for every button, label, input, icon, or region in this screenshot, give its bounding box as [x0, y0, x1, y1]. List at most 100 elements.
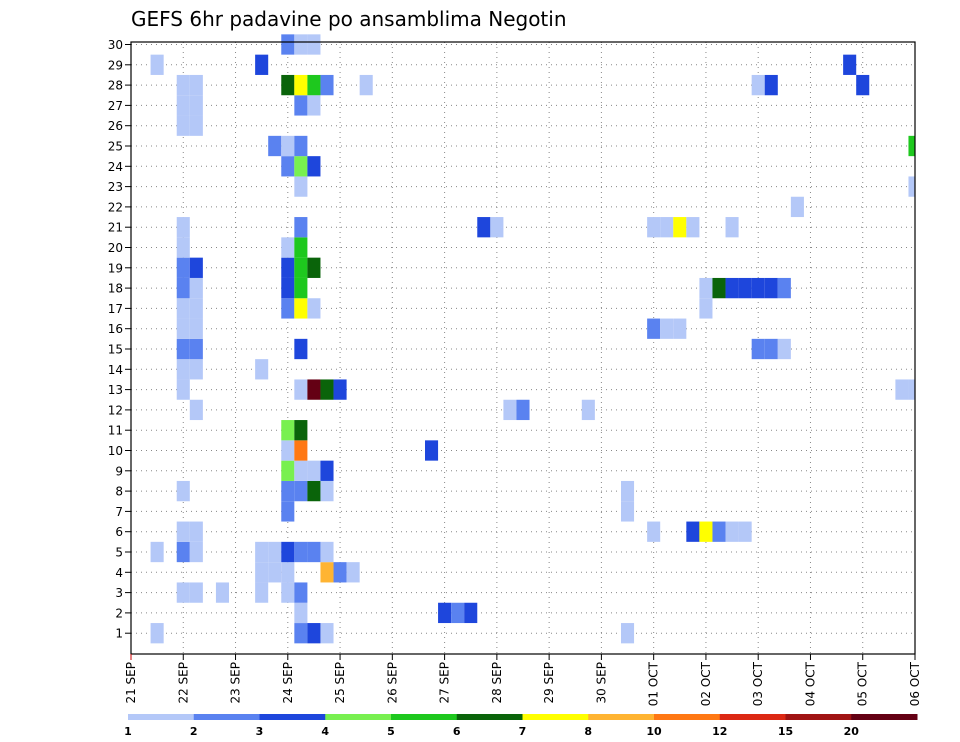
data-cell — [294, 156, 308, 177]
colorbar-swatch — [128, 714, 195, 720]
data-cell — [699, 298, 713, 319]
colorbar-swatch — [522, 714, 589, 720]
data-cell — [176, 95, 190, 116]
data-cell — [725, 217, 739, 238]
colorbar-label: 4 — [321, 725, 329, 738]
plot-frame — [130, 41, 916, 655]
data-cell — [712, 521, 726, 542]
data-cell — [320, 562, 334, 583]
colorbar-swatch — [654, 714, 721, 720]
y-tick-label: 28 — [108, 79, 123, 93]
colorbar-label: 15 — [778, 725, 793, 738]
y-tick-label: 1 — [115, 627, 123, 641]
x-tick-label: 30 SEP — [594, 662, 608, 704]
data-cell — [176, 257, 190, 278]
x-tick-label: 04 OCT — [803, 661, 817, 706]
data-cell — [281, 501, 295, 522]
data-cell — [294, 237, 308, 258]
data-cell — [660, 217, 674, 238]
y-tick-label: 15 — [108, 343, 123, 357]
data-cell — [189, 74, 203, 96]
data-cell — [176, 277, 190, 299]
data-cell — [255, 582, 269, 603]
data-cell — [294, 298, 308, 319]
y-tick-label: 10 — [108, 444, 123, 458]
colorbar-swatch — [259, 714, 326, 720]
data-cell — [176, 237, 190, 258]
data-cell — [725, 521, 739, 542]
colorbar-label: 2 — [190, 725, 198, 738]
data-cell — [215, 582, 229, 603]
data-cell — [189, 95, 203, 116]
y-tick-label: 25 — [108, 140, 123, 154]
data-cell — [908, 379, 915, 400]
y-tick-label: 9 — [115, 464, 123, 478]
colorbar-label: 20 — [844, 725, 860, 738]
data-cell — [908, 176, 915, 197]
data-cell — [189, 541, 203, 563]
y-tick-label: 18 — [108, 282, 123, 296]
data-cell — [777, 277, 791, 299]
data-cell — [176, 541, 190, 563]
data-cell — [699, 277, 713, 299]
data-cell — [764, 277, 778, 299]
data-cell — [307, 156, 321, 177]
y-tick-label: 12 — [108, 403, 123, 417]
data-cell — [176, 480, 190, 502]
data-cell — [281, 460, 295, 481]
data-cell — [647, 217, 661, 238]
data-cell — [673, 217, 687, 238]
data-cell — [281, 74, 295, 96]
data-cell — [307, 460, 321, 481]
data-cell — [150, 541, 164, 563]
data-cell — [307, 95, 321, 116]
data-cell — [738, 521, 752, 542]
colorbar-swatch — [391, 714, 458, 720]
colorbar-swatch — [325, 714, 392, 720]
y-tick-label: 14 — [108, 363, 123, 377]
y-tick-label: 8 — [115, 485, 123, 499]
data-cell — [189, 582, 203, 603]
y-tick-label: 4 — [115, 566, 123, 580]
x-tick-label: 27 SEP — [438, 662, 452, 704]
data-cell — [320, 623, 334, 644]
data-cell — [908, 135, 915, 157]
colorbar-label: 12 — [712, 725, 727, 738]
data-cell — [294, 623, 308, 644]
data-cell — [856, 74, 870, 96]
y-tick-label: 3 — [115, 586, 123, 600]
x-tick-label: 22 SEP — [176, 662, 190, 704]
data-cell — [268, 541, 282, 563]
data-cell — [281, 34, 295, 55]
data-cell — [647, 318, 661, 339]
data-cell — [346, 562, 360, 583]
data-cell — [294, 338, 308, 360]
data-cell — [516, 399, 530, 421]
data-cell — [189, 318, 203, 339]
data-cell — [294, 480, 308, 502]
data-cell — [621, 623, 635, 644]
data-cell — [621, 501, 635, 522]
data-cell — [189, 359, 203, 380]
y-tick-label: 17 — [108, 302, 123, 316]
data-cell — [451, 602, 465, 624]
y-tick-label: 21 — [108, 221, 123, 235]
colorbar-swatch — [193, 714, 260, 720]
data-cell — [307, 623, 321, 644]
data-cell — [281, 237, 295, 258]
data-cell — [294, 74, 308, 96]
data-cell — [647, 521, 661, 542]
colorbar-label: 5 — [387, 725, 395, 738]
data-cell — [150, 623, 164, 644]
data-cell — [176, 115, 190, 136]
data-cell — [686, 217, 700, 238]
colorbar-label: 3 — [256, 725, 264, 738]
data-cell — [294, 176, 308, 197]
data-cell — [294, 541, 308, 563]
x-tick-label: 28 SEP — [490, 662, 504, 704]
data-cell — [307, 298, 321, 319]
data-cells — [150, 34, 915, 644]
data-cell — [686, 521, 700, 542]
data-cell — [895, 379, 909, 400]
data-cell — [189, 521, 203, 542]
